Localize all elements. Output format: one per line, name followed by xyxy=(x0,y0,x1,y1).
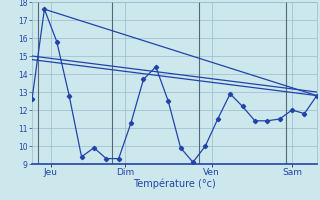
X-axis label: Température (°c): Température (°c) xyxy=(133,179,216,189)
